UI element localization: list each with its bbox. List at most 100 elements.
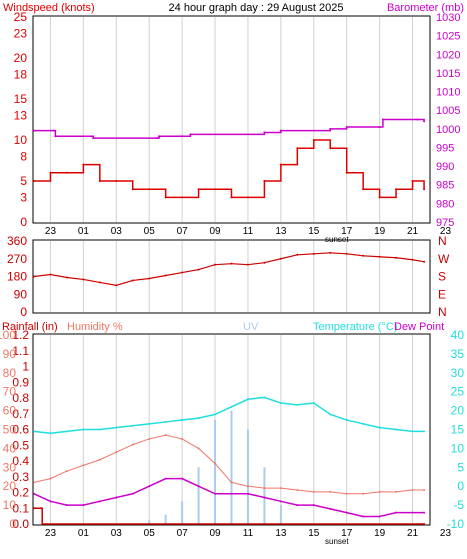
humidity-series-line-point [115,451,118,454]
rainfall-tick-label: 0.4 [12,454,29,468]
hour-tick-label: 21 [407,226,419,237]
barometer-tick-label: 985 [436,180,454,192]
temperature-series-line-point [345,419,348,422]
dewpoint-series-line-point [423,511,426,514]
windspeed-tick-label: 3 [20,190,27,204]
temperature-tick-label: 10 [451,441,465,455]
barometer-series-line-point [263,131,266,134]
humidity-series-line-point [246,485,249,488]
humidity-tick-label: 50 [3,423,17,437]
dewpoint-series-line-point [312,504,315,507]
dewpoint-series-line-point [230,492,233,495]
hour-tick-label: 07 [177,226,189,237]
wind-direction-series-line-point [296,253,299,256]
rainfall-tick-label: 0.5 [12,438,29,452]
temperature-series-line-point [214,413,217,416]
temperature-series-line-point [329,413,332,416]
windspeed-tick-label: 8 [20,149,27,163]
wind-direction-series-line-point [197,268,200,271]
rainfall-tick-label: 0.9 [12,375,29,389]
uv-axis-title: UV [243,321,259,333]
barometer-series-line-point [329,127,332,130]
windspeed-series-line-point [82,163,85,166]
rainfall-series-line [34,507,425,525]
barometer-axis-title: Barometer (mb) [387,2,464,14]
humidity-series-line-point [378,490,381,493]
hour-tick-label: 23 [440,226,452,237]
hour-tick-label: 09 [209,528,221,539]
hour-tick-label: 11 [243,226,254,237]
humidity-series-line-point [345,492,348,495]
wind-direction-series-line-point [131,279,134,282]
humidity-series-line-point [148,437,151,440]
barometer-tick-label: 1025 [436,31,460,43]
wind-direction-series-line-point [423,260,426,263]
wind-direction-series-line-point [65,276,68,279]
temperature-tick-label: 5 [457,460,464,474]
hour-tick-label: 01 [78,528,90,539]
rainfall-series-line-point [33,507,35,510]
hour-tick-label: 15 [308,226,320,237]
humidity-series-line-point [230,481,233,484]
temperature-tick-label: 0 [457,479,464,493]
hour-tick-label: 17 [341,528,353,539]
dewpoint-series-line-point [362,515,365,518]
windspeed-series-line-point [362,188,365,191]
windspeed-series-line-point [279,163,282,166]
temperature-series-line-point [65,430,68,433]
wind-direction-series-line-point [33,275,35,278]
wind-direction-series-line-point [214,263,217,266]
hour-tick-label: 17 [341,226,353,237]
humidity-series-line-point [395,490,398,493]
hour-tick-label: 13 [275,226,287,237]
temperature-series-line-point [181,419,184,422]
hour-tick-label: 23 [440,528,452,539]
windspeed-series-line-point [345,171,348,174]
windspeed-series-line-point [423,188,426,191]
temperature-series-line-point [164,420,167,423]
temperature-series-line-point [148,422,151,425]
windspeed-tick-label: 10 [14,133,28,147]
barometer-series-line-point [92,137,95,140]
windspeed-series-line-point [329,147,332,150]
barometer-series-line-point [54,135,57,138]
windspeed-series-line-point [296,147,299,150]
dewpoint-series-line-point [33,492,35,495]
windspeed-series-line-point [49,171,52,174]
compass-tick-label: S [438,270,446,284]
barometer-series-line-point [33,129,35,132]
compass-tick-label: N [438,305,447,319]
temperature-axis-title: Temperature (°C) [313,321,397,333]
barometer-series-line-point [189,133,192,136]
rainfall-tick-label: 0.3 [12,470,29,484]
wind-direction-series-line-point [279,257,282,260]
temperature-series-line-point [395,428,398,431]
direction-tick-label: 270 [7,252,27,266]
windspeed-tick-label: 13 [14,108,28,122]
humidity-series-line-point [98,458,101,461]
barometer-tick-label: 995 [436,142,454,154]
barometer-series-line-point [345,125,348,128]
barometer-tick-label: 1005 [436,105,460,117]
humidity-series-line-point [279,487,282,490]
barometer-tick-label: 1000 [436,124,460,136]
hour-tick-label: 21 [407,528,419,539]
humidity-series-line-point [164,434,167,437]
temperature-tick-label: -5 [453,498,464,512]
sunset-label: sunset [325,235,349,244]
windspeed-series-line-point [230,196,233,199]
temperature-series-line-point [82,428,85,431]
hour-tick-label: 23 [45,528,57,539]
dewpoint-series-line-point [148,485,151,488]
direction-tick-label: 0 [20,305,27,319]
barometer-series-line-point [90,135,93,138]
dewpoint-axis-title: Dew Point [394,321,444,333]
windspeed-series-line-point [214,188,217,191]
barometer-series-line-point [279,129,282,132]
temperature-series-line-point [279,402,282,405]
hour-tick-label: 09 [209,226,221,237]
rainfall-series-line-point [423,523,426,525]
barometer-series-line-point [423,120,426,123]
wind-direction-series-line-point [148,277,151,280]
dewpoint-series-line-point [164,477,167,480]
